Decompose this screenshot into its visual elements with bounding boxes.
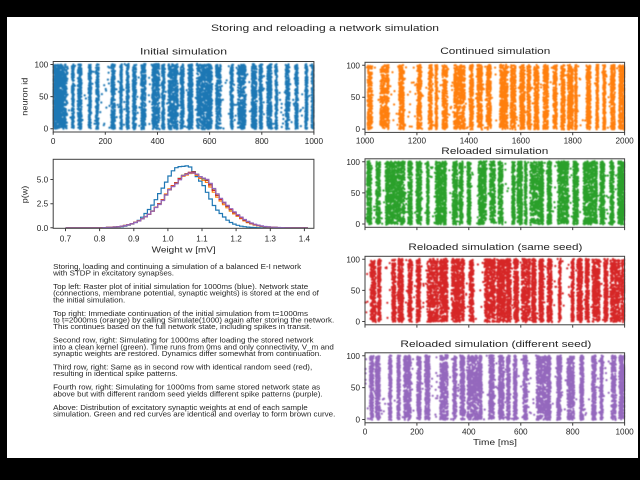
svg-text:600: 600 [203, 137, 217, 146]
svg-text:Reloaded simulation (same seed: Reloaded simulation (same seed) [408, 241, 582, 252]
svg-text:into a clean kernel (green). T: into a clean kernel (green). Time runs f… [53, 343, 334, 351]
svg-text:800: 800 [255, 137, 269, 146]
svg-text:100: 100 [346, 158, 360, 167]
svg-text:This continues based on the fu: This continues based on the full network… [53, 323, 311, 331]
svg-text:0: 0 [355, 416, 360, 425]
svg-text:Weight w [mV]: Weight w [mV] [152, 244, 216, 254]
svg-text:simulation. Green and red curv: simulation. Green and red curves are ide… [53, 410, 335, 418]
svg-text:0: 0 [44, 125, 49, 134]
svg-text:0: 0 [51, 137, 56, 146]
svg-text:0.8: 0.8 [94, 234, 106, 243]
svg-text:400: 400 [151, 137, 165, 146]
svg-text:100: 100 [346, 352, 360, 361]
svg-text:0.7: 0.7 [60, 234, 72, 243]
svg-text:1.1: 1.1 [196, 234, 208, 243]
svg-text:50: 50 [351, 286, 361, 295]
svg-text:100: 100 [346, 61, 360, 70]
svg-text:Storing and reloading a networ: Storing and reloading a network simulati… [211, 22, 439, 33]
svg-text:1000: 1000 [615, 427, 634, 436]
svg-text:1600: 1600 [512, 137, 531, 146]
svg-text:Time [ms]: Time [ms] [473, 437, 517, 447]
svg-text:0: 0 [363, 427, 368, 436]
svg-text:50: 50 [351, 384, 361, 393]
svg-text:resulting in identical spike p: resulting in identical spike patterns. [53, 370, 178, 378]
svg-text:200: 200 [98, 137, 112, 146]
svg-text:Top right: Immediate continuat: Top right: Immediate continuation of the… [53, 309, 308, 317]
svg-text:2000: 2000 [615, 137, 634, 146]
svg-text:1.3: 1.3 [265, 234, 277, 243]
svg-text:0.9: 0.9 [128, 234, 140, 243]
svg-text:800: 800 [566, 427, 580, 436]
svg-text:0: 0 [355, 125, 360, 134]
svg-text:(connections, membrane potenti: (connections, membrane potential, synapt… [53, 289, 320, 297]
svg-text:synaptic weights are restored.: synaptic weights are restored. Dynamics … [53, 349, 321, 357]
svg-text:Initial simulation: Initial simulation [140, 45, 227, 56]
svg-text:1.2: 1.2 [230, 234, 242, 243]
svg-text:2.5: 2.5 [37, 200, 49, 209]
svg-text:100: 100 [35, 61, 49, 70]
svg-text:above but with different rando: above but with different random seed yie… [53, 390, 323, 398]
svg-text:Top left: Raster plot of initi: Top left: Raster plot of initial simulat… [53, 283, 308, 291]
svg-text:Continued simulation: Continued simulation [440, 45, 550, 56]
svg-text:to t=2000ms (orange) by callin: to t=2000ms (orange) by calling Simulate… [53, 316, 334, 324]
svg-text:400: 400 [462, 427, 476, 436]
svg-text:50: 50 [351, 93, 361, 102]
svg-text:Reloaded simulation (different: Reloaded simulation (different seed) [400, 338, 591, 349]
svg-text:50: 50 [39, 93, 49, 102]
svg-text:the initial simulation.: the initial simulation. [53, 296, 125, 304]
svg-text:1800: 1800 [564, 137, 583, 146]
svg-text:Reloaded simulation: Reloaded simulation [441, 145, 548, 156]
svg-text:5.0: 5.0 [37, 176, 49, 185]
svg-text:p(w): p(w) [19, 186, 29, 204]
svg-text:0: 0 [355, 220, 360, 229]
svg-text:1.4: 1.4 [299, 234, 311, 243]
svg-text:1.0: 1.0 [162, 234, 174, 243]
svg-text:100: 100 [346, 255, 360, 264]
svg-text:with STDP in excitatory synaps: with STDP in excitatory synapses. [52, 269, 174, 277]
svg-text:600: 600 [514, 427, 528, 436]
svg-text:1000: 1000 [356, 137, 375, 146]
svg-text:neuron id: neuron id [19, 77, 29, 115]
svg-text:Third row, right: Same as in s: Third row, right: Same as in second row … [53, 363, 312, 371]
svg-text:1200: 1200 [408, 137, 427, 146]
svg-text:0: 0 [355, 318, 360, 327]
svg-text:0.0: 0.0 [37, 224, 49, 233]
svg-text:Second row, right: Simulating: Second row, right: Simulating for 1000ms… [53, 336, 314, 344]
svg-text:Above: Distribution of excitat: Above: Distribution of excitatory synapt… [53, 403, 308, 411]
svg-text:1400: 1400 [460, 137, 479, 146]
svg-text:200: 200 [410, 427, 424, 436]
svg-text:1000: 1000 [305, 137, 324, 146]
svg-text:Fourth row, right: Simulating: Fourth row, right: Simulating for 1000ms… [53, 383, 320, 391]
svg-text:50: 50 [351, 189, 361, 198]
svg-text:Storing, loading and continuin: Storing, loading and continuing a simula… [53, 262, 301, 270]
